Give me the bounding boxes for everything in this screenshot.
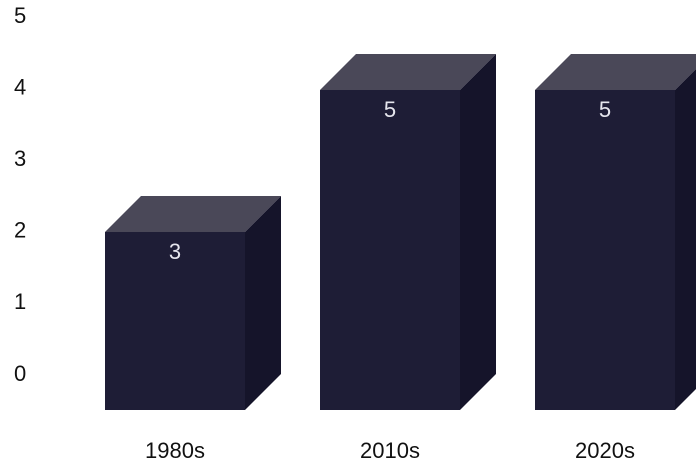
y-tick-label: 4 [14,74,26,99]
bar-front-face [105,232,245,410]
bar: 5 [535,54,696,410]
bar-front-face [320,90,460,410]
y-axis-ticks: 0 1 2 3 4 5 [14,3,26,386]
bar-top-face [105,196,281,232]
y-tick-label: 0 [14,361,26,386]
bar-side-face [675,69,696,410]
bar-top-face [535,54,696,90]
bar-data-label: 5 [599,97,611,122]
bar: 3 [105,196,281,410]
bar-side-face [460,54,496,410]
y-tick-label: 1 [14,289,26,314]
y-tick-label: 2 [14,218,26,243]
x-category-label: 2020s [575,438,635,463]
bar-data-label: 5 [384,97,396,122]
bars: 3 5 5 [105,54,696,410]
bar-front-face [535,90,675,410]
x-category-label: 1980s [145,438,205,463]
y-tick-label: 3 [14,146,26,171]
y-tick-label: 5 [14,3,26,28]
bar-side-face [245,196,281,410]
bar: 5 [320,54,496,410]
bar-top-face [320,54,496,90]
x-category-label: 2010s [360,438,420,463]
bar-data-label: 3 [169,239,181,264]
x-axis-labels: 1980s 2010s 2020s [145,438,635,463]
